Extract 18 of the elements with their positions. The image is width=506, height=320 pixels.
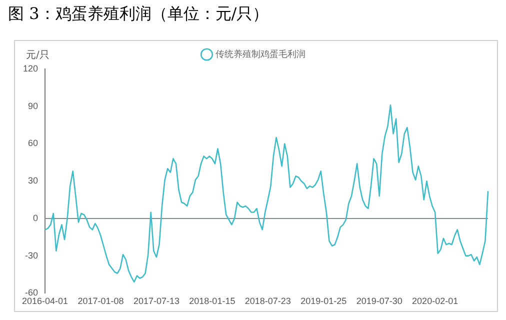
x-tick-label: 2020-02-01 xyxy=(412,296,458,306)
y-tick-label: -30 xyxy=(25,250,38,260)
x-tick-label: 2019-07-30 xyxy=(356,296,402,306)
x-tick-label: 2018-01-15 xyxy=(189,296,236,306)
y-tick-label: -60 xyxy=(25,288,38,298)
x-tick-label: 2016-04-01 xyxy=(22,296,68,306)
x-tick-label: 2018-07-23 xyxy=(244,296,291,306)
x-tick-label: 2019-01-25 xyxy=(300,296,347,306)
y-tick-label: 30 xyxy=(28,176,38,186)
y-tick-label: 90 xyxy=(28,100,38,111)
x-tick-label: 2017-07-13 xyxy=(133,296,180,306)
x-tick-label: 2017-01-08 xyxy=(78,296,124,306)
y-axis-title: 元/只 xyxy=(26,49,50,62)
legend-label: 传统养殖制鸡蛋毛利润 xyxy=(215,48,306,59)
y-tick-label: 60 xyxy=(28,138,38,148)
chart-title: 图 3：鸡蛋养殖利润（单位：元/只） xyxy=(8,4,269,25)
y-tick-label: 0 xyxy=(33,212,38,223)
y-tick-label: 120 xyxy=(22,63,38,74)
